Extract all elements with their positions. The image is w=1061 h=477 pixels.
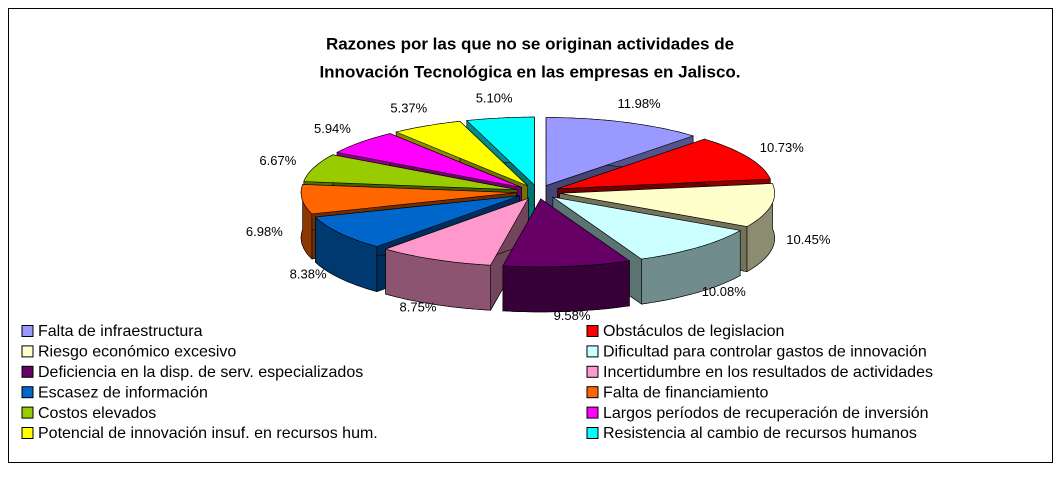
slice-top	[300, 184, 517, 215]
slice-top	[552, 196, 742, 260]
slice-top	[545, 117, 695, 186]
slice-top	[466, 116, 535, 186]
value-label: 10.45%	[786, 232, 831, 247]
legend-label: Escasez de información	[38, 384, 208, 401]
value-label: 6.98%	[246, 224, 283, 239]
legend-label: Riesgo económico excesivo	[38, 344, 236, 361]
slice-top	[557, 138, 771, 190]
value-label: 11.98%	[617, 96, 661, 111]
value-label: 5.37%	[390, 100, 427, 115]
chart-title: Razones por las que no se originan activ…	[326, 34, 734, 53]
legend-label: Incertidumbre en los resultados de activ…	[603, 364, 933, 381]
pie-slice	[384, 197, 530, 312]
value-label: 9.58%	[554, 308, 591, 323]
legend-label: Dificultad para controlar gastos de inno…	[603, 344, 927, 361]
legend-swatch	[586, 406, 599, 419]
value-label: 5.10%	[476, 91, 513, 106]
legend-swatch	[21, 386, 34, 399]
legend-label: Resistencia al cambio de recursos humano…	[603, 425, 917, 442]
legend-swatch	[21, 365, 34, 378]
legend-label: Costos elevados	[38, 405, 156, 422]
legend-swatch	[586, 345, 599, 358]
legend-swatch	[586, 365, 599, 378]
legend-swatch	[586, 325, 599, 337]
legend-swatch	[21, 406, 34, 419]
slice-top	[502, 198, 631, 268]
legend-label: Deficiencia en la disp. de serv. especia…	[38, 364, 363, 381]
slice-top	[303, 154, 518, 191]
chart-title: Innovación Tecnológica en las empresas e…	[319, 62, 740, 81]
value-label: 10.08%	[702, 284, 747, 299]
legend-label: Falta de infraestructura	[38, 323, 203, 340]
value-label: 8.38%	[290, 267, 327, 282]
legend-label: Obstáculos de legislacion	[603, 323, 784, 340]
legend-label: Potencial de innovación insuf. en recurs…	[38, 425, 378, 442]
legend-label: Largos períodos de recuperación de inver…	[603, 405, 929, 422]
legend-swatch	[21, 345, 34, 358]
legend-swatch	[586, 386, 599, 399]
slice-top	[314, 195, 520, 247]
value-label: 10.73%	[760, 140, 805, 155]
pie-slice	[502, 197, 631, 313]
legend-swatch	[21, 427, 34, 439]
value-label: 8.75%	[400, 300, 437, 315]
value-label: 6.67%	[259, 153, 296, 168]
slice-top	[336, 133, 522, 188]
slice-wall	[502, 260, 630, 313]
legend-swatch	[21, 325, 34, 337]
legend-label: Falta de financiamiento	[603, 384, 769, 401]
legend-swatch	[586, 427, 599, 439]
slice-top	[384, 197, 530, 266]
slice-top	[559, 183, 775, 227]
slice-top	[395, 120, 528, 187]
value-label: 5.94%	[314, 121, 351, 136]
